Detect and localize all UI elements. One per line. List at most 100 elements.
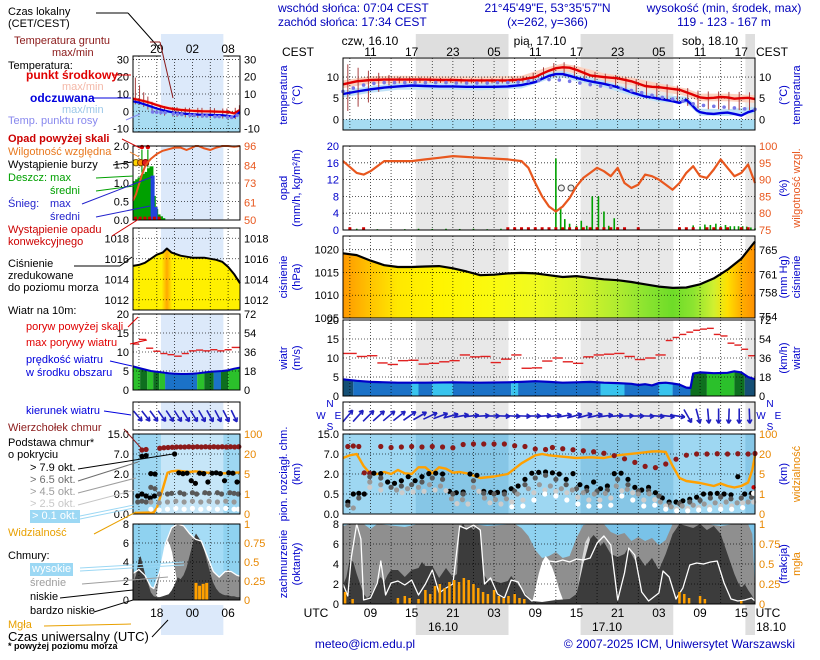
svg-text:N: N [766, 399, 773, 410]
svg-text:09: 09 [364, 606, 378, 620]
legend-item: Wystąpienie opadu [8, 224, 102, 236]
svg-text:E: E [335, 411, 342, 422]
svg-text:15: 15 [735, 606, 749, 620]
legend-item: Deszcz: max [8, 172, 71, 184]
svg-text:09: 09 [693, 606, 707, 620]
svg-text:16: 16 [327, 158, 339, 170]
legend-item: > 6.5 okt. [30, 474, 76, 486]
location-coordinates: 21°45'49"E, 53°35'57"N [484, 1, 611, 15]
mini-cloud-cover [132, 523, 241, 601]
svg-text:80: 80 [759, 208, 771, 220]
legend-item: > 2.5 okt. [30, 498, 76, 510]
svg-text:1018: 1018 [244, 233, 268, 245]
legend-item: Widzialność [8, 527, 67, 539]
svg-text:1014: 1014 [105, 274, 129, 286]
svg-text:1005: 1005 [315, 313, 339, 325]
svg-text:03: 03 [487, 606, 501, 620]
svg-text:0.0: 0.0 [324, 509, 339, 521]
svg-text:0: 0 [244, 385, 250, 397]
svg-text:18: 18 [759, 372, 771, 384]
axis-title: (m/s) [291, 345, 303, 370]
svg-text:1: 1 [244, 519, 250, 531]
mini-precipitation-humidity [132, 144, 241, 221]
svg-text:S: S [767, 422, 774, 433]
svg-text:30: 30 [244, 54, 256, 66]
legend-item: Śnieg: [8, 198, 40, 210]
svg-text:8: 8 [333, 519, 339, 531]
svg-text:5: 5 [244, 469, 250, 481]
legend-item: max/min [52, 47, 94, 59]
svg-text:54: 54 [759, 334, 771, 346]
axis-title: wilgotność wzgl. [791, 148, 803, 228]
svg-text:UTC: UTC [304, 606, 329, 620]
legend-item: odczuwana [30, 91, 95, 105]
legend-item: > 0.1 okt. [30, 510, 80, 523]
svg-text:5: 5 [333, 93, 339, 105]
svg-text:15: 15 [405, 606, 419, 620]
svg-text:1014: 1014 [244, 274, 268, 286]
svg-text:21: 21 [611, 606, 625, 620]
axis-title: (km) [778, 463, 790, 485]
svg-text:pią, 17.10: pią, 17.10 [514, 34, 567, 48]
legend-item: Czas lokalny [8, 6, 71, 18]
svg-text:17: 17 [570, 45, 584, 59]
svg-text:W: W [316, 411, 326, 422]
legend-item: punkt środkowy [26, 68, 119, 82]
svg-text:1012: 1012 [105, 295, 129, 307]
svg-text:20: 20 [759, 449, 771, 461]
axis-title: pion. rozciągł. chm. [278, 427, 290, 522]
axis-title: (oktanty) [291, 543, 303, 586]
svg-text:16.10: 16.10 [428, 620, 458, 634]
sunrise-info: wschód słońca: 07:04 CEST [278, 1, 429, 15]
svg-text:1015: 1015 [315, 267, 339, 279]
svg-text:7.0: 7.0 [114, 449, 129, 461]
svg-text:1.5: 1.5 [114, 160, 129, 172]
axis-title: wiatr [791, 346, 803, 371]
svg-text:sob, 18.10: sob, 18.10 [682, 34, 738, 48]
svg-text:761: 761 [759, 269, 777, 281]
svg-text:S: S [327, 422, 334, 433]
legend-item: Czas uniwersalny (UTC) [8, 629, 149, 644]
axis-title: ciśnienie [791, 256, 803, 299]
svg-text:CEST: CEST [756, 45, 789, 59]
svg-text:4: 4 [333, 208, 339, 220]
svg-text:54: 54 [244, 328, 256, 340]
svg-text:1: 1 [759, 489, 765, 501]
svg-text:00: 00 [186, 606, 200, 620]
legend-item: Temperatura gruntu [14, 35, 110, 47]
svg-text:18: 18 [150, 606, 164, 620]
svg-text:0: 0 [244, 595, 250, 607]
svg-text:0: 0 [333, 114, 339, 126]
main-precipitation-humidity [342, 145, 757, 231]
email-link[interactable]: meteo@icm.edu.pl [314, 637, 416, 651]
svg-text:05: 05 [487, 45, 501, 59]
svg-text:0: 0 [123, 595, 129, 607]
svg-text:0: 0 [123, 385, 129, 397]
legend-item: Chmury: [8, 550, 50, 562]
axis-title: (%) [778, 179, 790, 196]
axis-title: (mm/h, kg/m²/h) [291, 149, 303, 227]
svg-text:30: 30 [117, 54, 129, 66]
svg-text:0.25: 0.25 [759, 579, 780, 591]
svg-text:15.0: 15.0 [318, 429, 339, 441]
axis-title: mgła [791, 551, 803, 576]
mini-pressure [132, 227, 241, 311]
legend-item: kierunek wiatru [26, 405, 100, 417]
svg-text:1018: 1018 [105, 233, 129, 245]
svg-text:0.5: 0.5 [324, 489, 339, 501]
svg-text:20: 20 [244, 449, 256, 461]
svg-text:23: 23 [446, 45, 460, 59]
svg-text:6: 6 [333, 539, 339, 551]
svg-text:0: 0 [244, 106, 250, 118]
svg-text:0.5: 0.5 [114, 197, 129, 209]
svg-text:17.10: 17.10 [592, 620, 622, 634]
svg-text:0: 0 [759, 599, 765, 611]
svg-text:2: 2 [333, 579, 339, 591]
svg-text:15: 15 [570, 606, 584, 620]
svg-text:8: 8 [123, 519, 129, 531]
axis-title: (hPa) [291, 264, 303, 291]
svg-text:36: 36 [759, 353, 771, 365]
svg-text:0: 0 [244, 509, 250, 521]
svg-text:95: 95 [759, 158, 771, 170]
legend-item: do poziomu morza [8, 282, 99, 294]
